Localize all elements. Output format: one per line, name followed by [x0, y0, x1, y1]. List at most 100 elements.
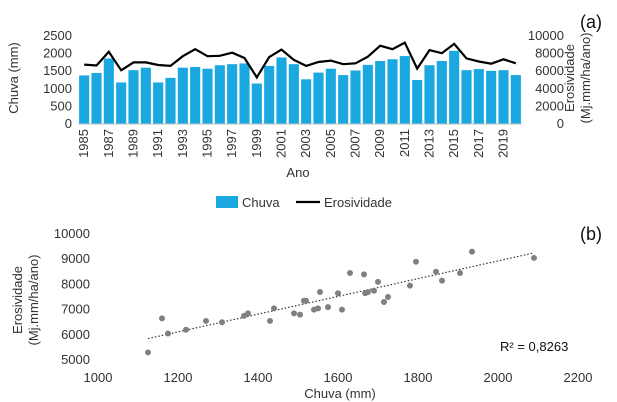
panel-b-x-tick-label: 1800 [404, 370, 433, 385]
scatter-point [183, 326, 189, 333]
scatter-point [325, 304, 331, 311]
panel-a-x-tick-label: 2011 [397, 129, 412, 157]
chuva-bar [177, 67, 188, 124]
panel-a-x-tick-label: 1999 [249, 129, 264, 158]
panel-a-x-tick-label: 2015 [446, 129, 461, 158]
panel-b-x-tick-label: 2200 [564, 370, 593, 385]
chuva-bar [128, 70, 139, 124]
chuva-bar [103, 58, 114, 124]
chuva-bar [227, 64, 238, 124]
chuva-bar [387, 59, 398, 125]
scatter-point [317, 288, 323, 295]
panel-b-y-axis-ticks: 5000 6000 7000 8000 9000 10000 [54, 226, 90, 367]
legend-chuva-swatch [216, 196, 238, 208]
panel-a-x-tick-label: 1995 [200, 129, 215, 158]
chuva-bar [362, 64, 373, 124]
panel-a-x-axis-ticks: 1985 1987 1989 1991 1993 1995 1997 1999 2001 2003… [76, 129, 510, 158]
panel-a-bar-line-chart: (a) 0 500 1000 1500 2000 2500 0 2000 4000 6000 80… [6, 12, 602, 210]
panel-b-y-axis-label-line2: (Mj.mm/ha/ano) [26, 254, 41, 345]
chuva-bar [449, 50, 460, 125]
scatter-point [371, 287, 377, 294]
panel-a-x-tick-label: 2005 [323, 129, 338, 158]
scatter-point [457, 270, 463, 277]
panel-b-x-tick-label: 1600 [324, 370, 353, 385]
chuva-bar [276, 57, 287, 124]
panel-a-y2-axis-label-line1: Erosividade [562, 44, 577, 112]
scatter-point [381, 299, 387, 306]
chuva-bar [214, 65, 225, 124]
panel-a-x-tick-label: 1985 [76, 129, 91, 158]
panel-a-y2-tick-label: 0 [557, 116, 564, 131]
panel-a-y-tick-label: 2500 [43, 28, 72, 43]
chuva-bar [264, 65, 275, 124]
scatter-point [365, 288, 371, 295]
panel-a-x-tick-label: 1991 [150, 129, 165, 158]
scatter-point [347, 270, 353, 277]
scatter-point [271, 305, 277, 312]
panel-b-r-squared-annotation: R² = 0,8263 [500, 339, 568, 354]
panel-a-y2-tick-label: 4000 [535, 81, 564, 96]
scatter-point [267, 317, 273, 324]
chuva-bar [153, 82, 164, 124]
panel-b-y-tick-label: 6000 [61, 327, 90, 342]
scatter-point [339, 306, 345, 313]
panel-a-y-tick-label: 500 [50, 98, 72, 113]
panel-b-label: (b) [580, 224, 602, 244]
panel-b-y-tick-label: 8000 [61, 276, 90, 291]
chuva-bar [313, 72, 324, 124]
chuva-bar [498, 70, 509, 124]
panel-a-y2-tick-label: 6000 [535, 63, 564, 78]
chuva-bar [350, 70, 361, 124]
chuva-bar [375, 60, 386, 124]
scatter-point [375, 278, 381, 285]
scatter-point [439, 277, 445, 284]
scatter-point [413, 258, 419, 265]
chuva-bar [510, 75, 521, 124]
panel-a-chuva-bars [79, 50, 521, 125]
scatter-point [245, 310, 251, 317]
chuva-bar [461, 70, 472, 124]
panel-b-x-axis-label: Chuva (mm) [304, 386, 376, 401]
scatter-point [335, 290, 341, 297]
panel-b-y-tick-label: 7000 [61, 302, 90, 317]
panel-a-x-tick-label: 2009 [372, 129, 387, 158]
scatter-point [469, 248, 475, 255]
scatter-point [297, 311, 303, 318]
chuva-bar [338, 75, 349, 124]
panel-a-y-tick-label: 0 [65, 116, 72, 131]
scatter-point [291, 310, 297, 317]
panel-b-x-axis-ticks: 1000 1200 1400 1600 1800 2000 2200 [84, 370, 593, 385]
scatter-point [159, 315, 165, 322]
panel-a-x-tick-label: 2013 [422, 129, 437, 158]
legend-erosividade-label: Erosividade [324, 195, 392, 210]
scatter-point [203, 317, 209, 324]
chuva-bar [436, 60, 447, 124]
scatter-point [303, 297, 309, 304]
scatter-point [407, 282, 413, 289]
chuva-bar [140, 67, 151, 124]
scatter-point [315, 305, 321, 312]
chuva-bar [165, 77, 176, 124]
chuva-bar [399, 56, 410, 125]
panel-a-x-tick-label: 2017 [471, 129, 486, 158]
panel-a-legend: Chuva Erosividade [216, 195, 392, 210]
chuva-bar [301, 79, 312, 124]
scatter-point [433, 268, 439, 275]
panel-a-x-tick-label: 2019 [496, 129, 511, 158]
chuva-bar [486, 70, 497, 124]
panel-b-scatter-points [145, 248, 537, 356]
chuva-bar [239, 63, 250, 124]
panel-a-y2-tick-label: 10000 [528, 28, 564, 43]
panel-a-x-tick-label: 1989 [126, 129, 141, 158]
panel-b-y-axis-label-line1: Erosividade [10, 266, 25, 334]
chuva-bar [116, 82, 127, 124]
scatter-point [219, 319, 225, 326]
panel-b-y-tick-label: 5000 [61, 352, 90, 367]
panel-b-x-tick-label: 1200 [164, 370, 193, 385]
scatter-point [361, 271, 367, 278]
panel-a-x-tick-label: 1987 [101, 129, 116, 158]
panel-b-y-tick-label: 10000 [54, 226, 90, 241]
chuva-bar [251, 83, 262, 124]
panel-a-x-tick-label: 2007 [348, 129, 363, 158]
